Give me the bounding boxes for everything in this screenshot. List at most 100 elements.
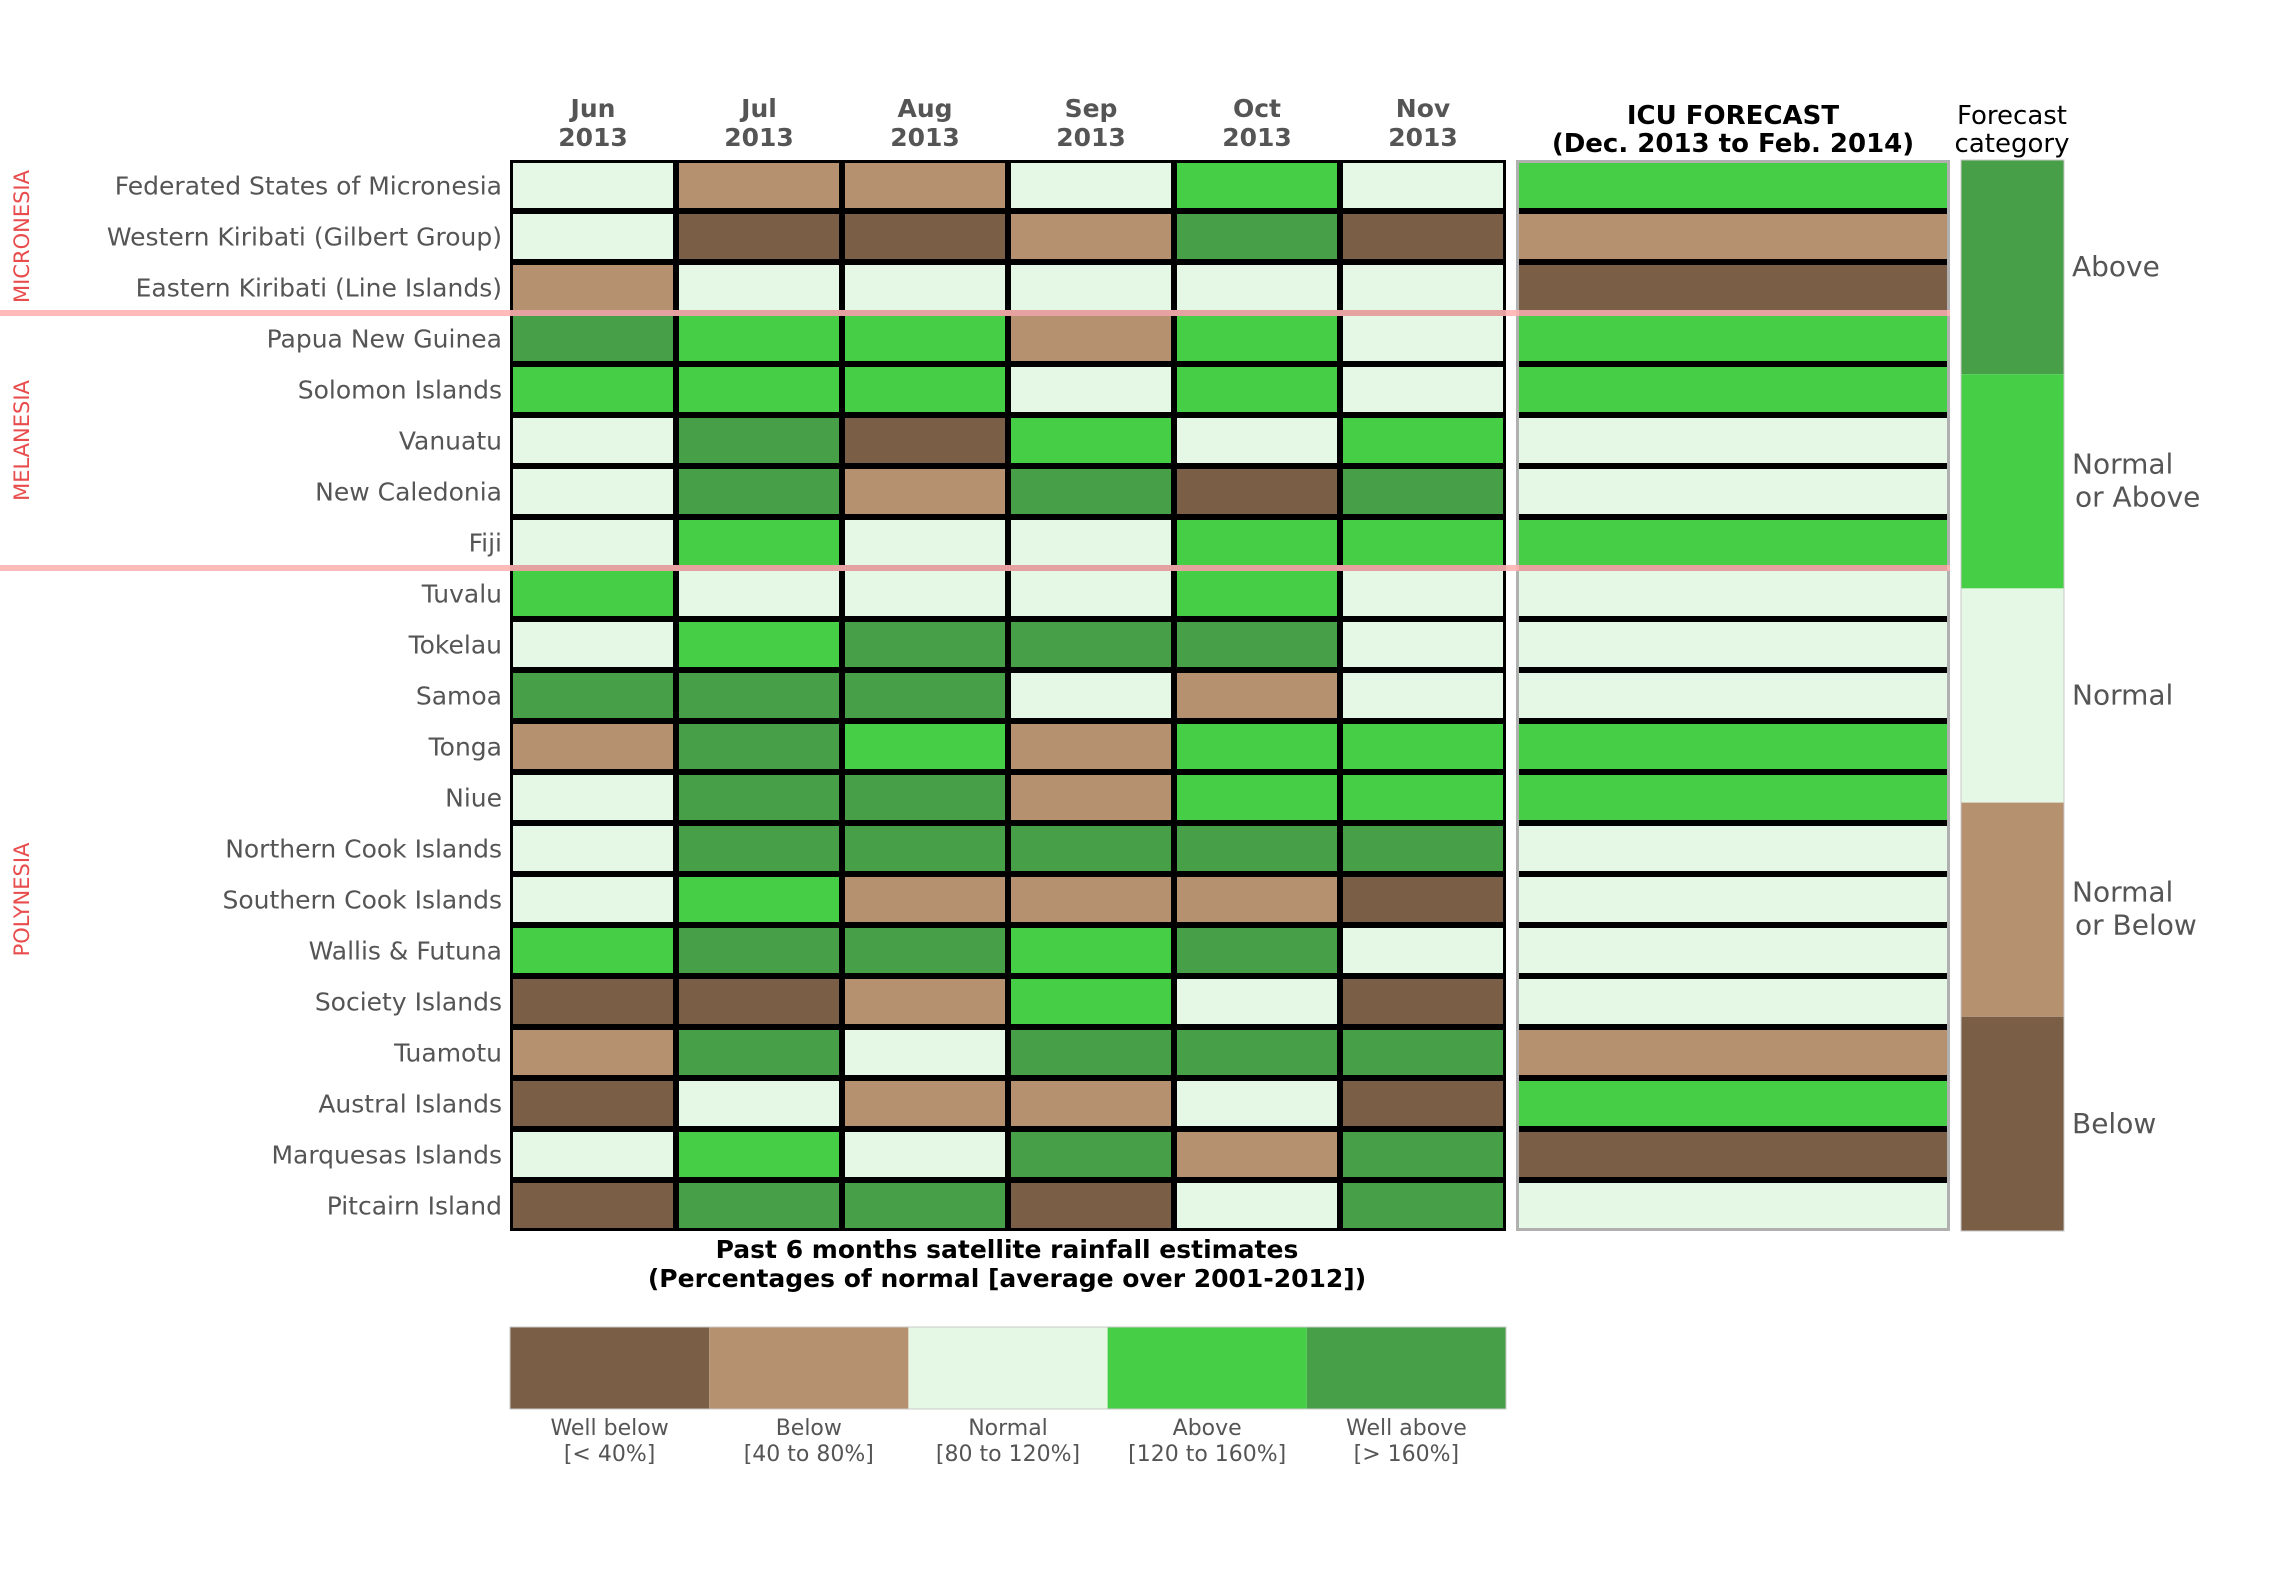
legend-swatch-well-above [1306,1327,1506,1409]
past-cell-samoa-nov [1343,673,1503,718]
past-cell-solomon-islands-aug [845,367,1005,412]
past-cell-new-caledonia-oct [1177,469,1337,514]
past-cell-pitcairn-island-jul [679,1183,839,1228]
past-cell-western-kiribati-gilbert-group-jul [679,214,839,259]
forecast-cell-tuvalu [1519,571,1947,616]
past-cell-marquesas-islands-jul [679,1132,839,1177]
legend-title: Past 6 months satellite rainfall estimat… [716,1235,1299,1264]
past-cell-northern-cook-islands-sep [1011,826,1171,871]
past-cell-society-islands-sep [1011,979,1171,1024]
forecast-period: (Dec. 2013 to Feb. 2014) [1552,129,1914,159]
region-divider-lines [0,310,1950,571]
past-cell-tokelau-nov [1343,622,1503,667]
past-cell-tuamotu-oct [1177,1030,1337,1075]
forecast-frame [1516,160,1950,1231]
forecast-cell-society-islands [1519,979,1947,1024]
legend-label-well-above: Well above [1346,1416,1467,1441]
past-cell-solomon-islands-jun [513,367,673,412]
forecast-cell-papua-new-guinea [1519,316,1947,361]
past-cell-austral-islands-nov [1343,1081,1503,1126]
past-cell-niue-jul [679,775,839,820]
past-cell-southern-cook-islands-sep [1011,877,1171,922]
forecast-cell-new-caledonia [1519,469,1947,514]
region-labels: MICRONESIA MELANESIA POLYNESIA [10,169,34,956]
past-cell-fiji-jun [513,520,673,565]
past-cell-austral-islands-jun [513,1081,673,1126]
country-label-western-kiribati-gilbert-group: Western Kiribati (Gilbert Group) [107,223,502,252]
year-label-nov: 2013 [1388,123,1458,152]
forecast-category-swatch-below [1961,1016,2064,1231]
legend-range-normal: [80 to 120%] [936,1442,1080,1467]
country-label-marquesas-islands: Marquesas Islands [271,1141,502,1170]
forecast-cell-austral-islands [1519,1081,1947,1126]
past-cell-tokelau-jun [513,622,673,667]
past-cell-austral-islands-jul [679,1081,839,1126]
forecast-cell-pitcairn-island [1519,1183,1947,1228]
past-cell-federated-states-of-micronesia-sep [1011,163,1171,208]
forecast-header: ICU FORECAST (Dec. 2013 to Feb. 2014) [1552,101,1914,159]
past-cell-northern-cook-islands-jun [513,826,673,871]
past-cell-federated-states-of-micronesia-jun [513,163,673,208]
country-label-austral-islands: Austral Islands [318,1090,502,1119]
past-cell-eastern-kiribati-line-islands-nov [1343,265,1503,310]
forecast-column [1516,160,1950,1231]
past-cell-solomon-islands-jul [679,367,839,412]
country-label-northern-cook-islands: Northern Cook Islands [225,835,502,864]
past-cell-papua-new-guinea-jul [679,316,839,361]
past-cell-pitcairn-island-sep [1011,1183,1171,1228]
past-cell-eastern-kiribati-line-islands-oct [1177,265,1337,310]
past-cell-northern-cook-islands-aug [845,826,1005,871]
past-cell-federated-states-of-micronesia-aug [845,163,1005,208]
past-cell-vanuatu-sep [1011,418,1171,463]
past-cell-western-kiribati-gilbert-group-oct [1177,214,1337,259]
past-cell-niue-jun [513,775,673,820]
forecast-cell-federated-states-of-micronesia [1519,163,1947,208]
past-cell-papua-new-guinea-jun [513,316,673,361]
country-label-new-caledonia: New Caledonia [315,478,502,507]
past-cell-papua-new-guinea-aug [845,316,1005,361]
forecast-cell-vanuatu [1519,418,1947,463]
legend-swatch-below [709,1327,909,1409]
past-cell-wallis-futuna-nov [1343,928,1503,973]
forecast-category-swatch-normal-or-below [1961,802,2064,1017]
past-cell-solomon-islands-oct [1177,367,1337,412]
past-cell-eastern-kiribati-line-islands-jun [513,265,673,310]
past-cell-vanuatu-nov [1343,418,1503,463]
forecast-category-label-normal: Normal [2072,679,2173,712]
forecast-category-swatch-above [1961,160,2064,375]
past-cell-papua-new-guinea-nov [1343,316,1503,361]
country-labels: Federated States of Micronesia Western Ki… [107,172,502,1221]
past-cell-society-islands-jun [513,979,673,1024]
country-label-tuamotu: Tuamotu [393,1039,502,1068]
past-cell-fiji-nov [1343,520,1503,565]
past-cell-samoa-oct [1177,673,1337,718]
country-label-wallis-futuna: Wallis & Futuna [309,937,502,966]
past-cell-new-caledonia-aug [845,469,1005,514]
past-cell-niue-aug [845,775,1005,820]
past-cell-tuvalu-jun [513,571,673,616]
country-label-tokelau: Tokelau [408,631,502,660]
forecast-cell-marquesas-islands [1519,1132,1947,1177]
past-cell-vanuatu-jun [513,418,673,463]
past-cell-tonga-nov [1343,724,1503,769]
past-cell-marquesas-islands-nov [1343,1132,1503,1177]
legend-frame [509,1326,1507,1410]
past-cell-southern-cook-islands-nov [1343,877,1503,922]
forecast-category-label-normal-or-above-line2: or Above [2075,480,2200,513]
forecast-category-header: Forecast category [1955,101,2070,159]
past-cell-federated-states-of-micronesia-oct [1177,163,1337,208]
country-label-pitcairn-island: Pitcairn Island [327,1192,502,1221]
month-headers: Jun2013Jul2013Aug2013Sep2013Oct2013Nov20… [558,94,1458,152]
forecast-category-label-normal-or-below-line1: Normal [2072,876,2173,909]
country-label-fiji: Fiji [469,529,502,558]
month-label-oct: Oct [1233,94,1281,123]
past-cell-society-islands-aug [845,979,1005,1024]
past-cell-eastern-kiribati-line-islands-aug [845,265,1005,310]
forecast-cell-tonga [1519,724,1947,769]
year-label-jul: 2013 [724,123,794,152]
past-cell-vanuatu-aug [845,418,1005,463]
past-cell-society-islands-nov [1343,979,1503,1024]
past-cell-vanuatu-jul [679,418,839,463]
country-label-samoa: Samoa [416,682,502,711]
